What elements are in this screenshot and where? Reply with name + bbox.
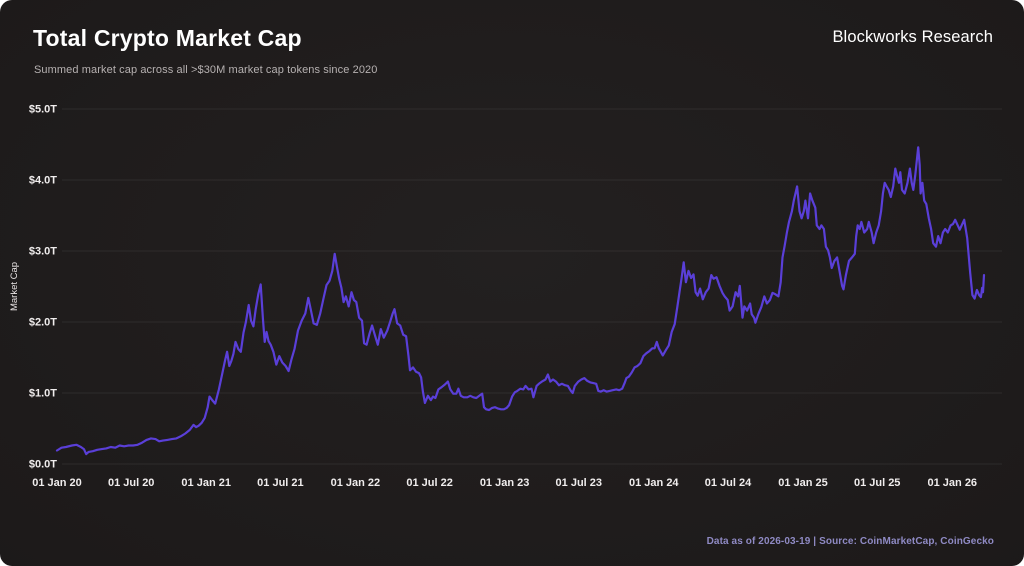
x-axis-tick-label: 01 Jan 26 bbox=[928, 477, 978, 489]
y-axis-tick-label: $4.0T bbox=[29, 175, 57, 187]
page-title: Total Crypto Market Cap bbox=[33, 25, 302, 51]
x-axis-tick-label: 01 Jan 25 bbox=[778, 477, 828, 489]
x-axis-tick-label: 01 Jul 24 bbox=[705, 477, 752, 489]
x-axis-tick-label: 01 Jul 25 bbox=[854, 477, 900, 489]
y-axis-tick-label: $2.0T bbox=[29, 317, 57, 329]
x-axis-tick-label: 01 Jan 20 bbox=[32, 477, 82, 489]
y-axis-tick-label: $5.0T bbox=[29, 104, 57, 116]
x-axis-tick-label: 01 Jul 21 bbox=[257, 477, 303, 489]
x-axis-tick-label: 01 Jul 23 bbox=[556, 477, 602, 489]
x-axis-tick-label: 01 Jan 21 bbox=[181, 477, 231, 489]
x-axis-tick-label: 01 Jul 22 bbox=[406, 477, 452, 489]
x-axis-tick-label: 01 Jan 23 bbox=[480, 477, 530, 489]
data-source-footer: Data as of 2026-03-19 | Source: CoinMark… bbox=[706, 536, 994, 547]
y-axis-tick-label: $3.0T bbox=[29, 246, 57, 258]
brand-wordmark: Blockworks Research bbox=[832, 28, 993, 46]
chart-subtitle: Summed market cap across all >$30M marke… bbox=[34, 64, 378, 76]
y-axis-tick-label: $0.0T bbox=[29, 459, 57, 471]
x-axis-tick-label: 01 Jul 20 bbox=[108, 477, 154, 489]
y-axis-tick-label: $1.0T bbox=[29, 388, 57, 400]
x-axis-tick-label: 01 Jan 22 bbox=[331, 477, 381, 489]
x-axis-tick-label: 01 Jan 24 bbox=[629, 477, 679, 489]
market-cap-line bbox=[55, 146, 986, 456]
y-axis-title: Market Cap bbox=[9, 262, 20, 311]
